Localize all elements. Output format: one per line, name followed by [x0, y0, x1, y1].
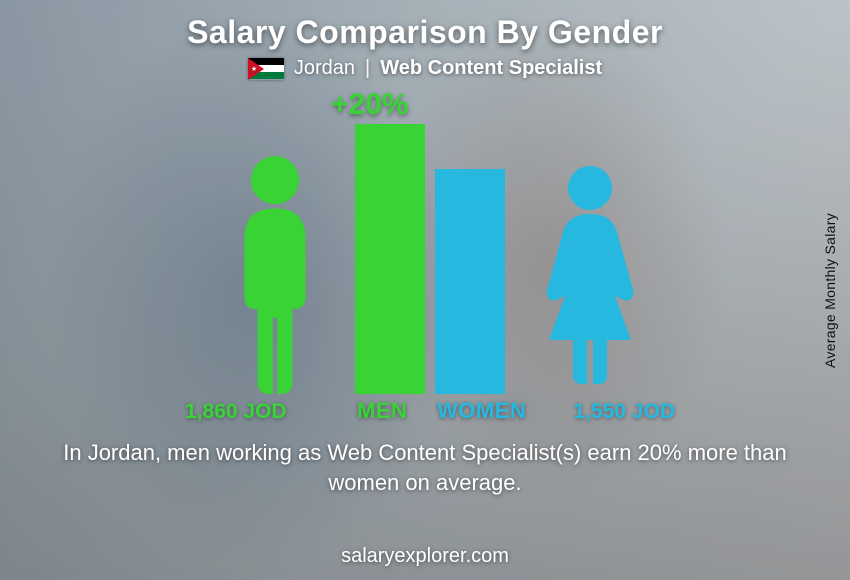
subtitle-job: Web Content Specialist: [380, 57, 602, 80]
subtitle-row: ★ Jordan | Web Content Specialist: [248, 57, 602, 80]
summary-text: In Jordan, men working as Web Content Sp…: [55, 438, 795, 497]
category-men: MEN: [357, 398, 407, 424]
value-men: 1,860 JOD: [185, 400, 287, 424]
category-women: WOMEN: [437, 398, 526, 424]
delta-label: +20%: [331, 88, 409, 122]
chart-area: +20% 1,860 JOD MEN WOMEN 1,550 JOD: [105, 88, 745, 428]
subtitle-country: Jordan: [294, 57, 355, 80]
labels-row: 1,860 JOD MEN WOMEN 1,550 JOD: [105, 398, 745, 428]
subtitle-separator: |: [365, 57, 370, 80]
page-title: Salary Comparison By Gender: [187, 14, 663, 51]
bar-women: [435, 169, 505, 394]
female-icon: [535, 154, 645, 394]
footer-attribution: salaryexplorer.com: [0, 545, 850, 568]
male-icon: [220, 154, 330, 394]
content-container: Salary Comparison By Gender ★ Jordan | W…: [0, 0, 850, 580]
value-women: 1,550 JOD: [573, 400, 675, 424]
side-axis-wrap: Average Monthly Salary: [818, 0, 842, 580]
side-axis-label: Average Monthly Salary: [822, 213, 838, 368]
bar-men: [355, 124, 425, 394]
jordan-flag-icon: ★: [248, 58, 284, 80]
